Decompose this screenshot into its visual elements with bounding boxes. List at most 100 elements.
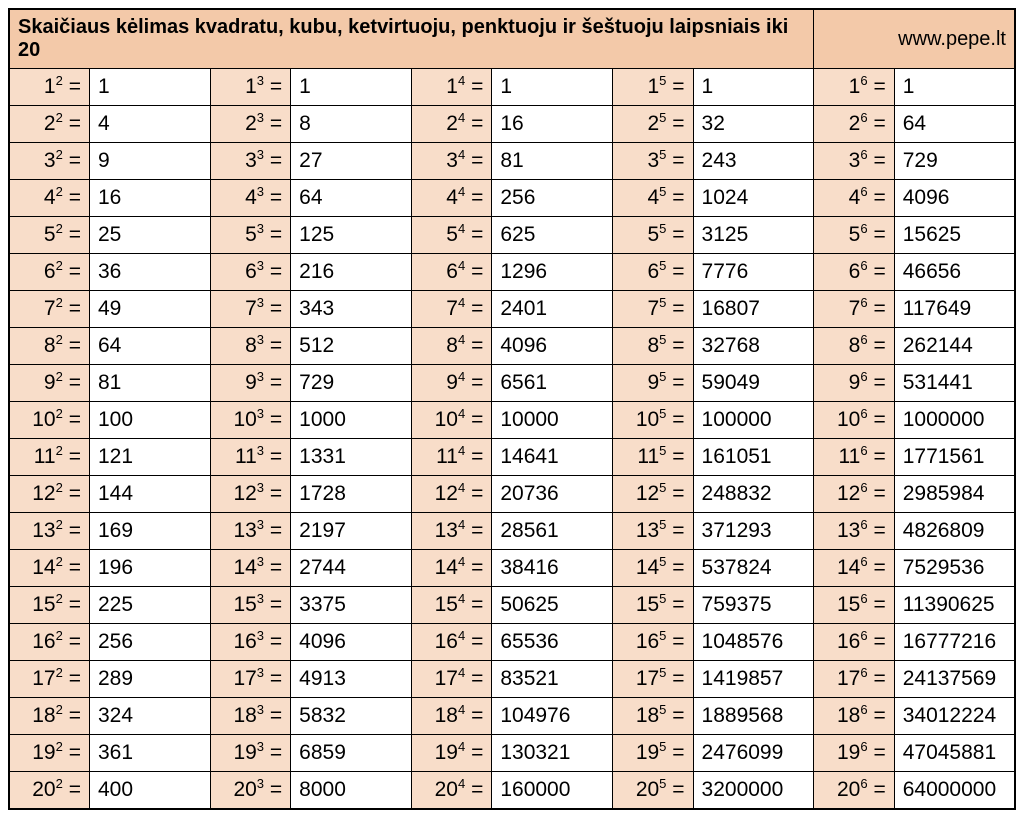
power-value: 6859 bbox=[291, 735, 412, 772]
power-label: 83 = bbox=[210, 328, 290, 365]
table-row: 42 =1643 =6444 =25645 =102446 =4096 bbox=[9, 180, 1015, 217]
power-value: 2401 bbox=[492, 291, 613, 328]
power-value: 256 bbox=[492, 180, 613, 217]
power-value: 1 bbox=[492, 69, 613, 106]
power-label: 113 = bbox=[210, 439, 290, 476]
power-label: 173 = bbox=[210, 661, 290, 698]
table-row: 172 =289173 =4913174 =83521175 =14198571… bbox=[9, 661, 1015, 698]
power-label: 42 = bbox=[9, 180, 89, 217]
power-value: 1 bbox=[89, 69, 210, 106]
power-label: 163 = bbox=[210, 624, 290, 661]
power-label: 133 = bbox=[210, 513, 290, 550]
power-value: 1024 bbox=[693, 180, 814, 217]
power-value: 16 bbox=[89, 180, 210, 217]
power-value: 2476099 bbox=[693, 735, 814, 772]
power-label: 185 = bbox=[613, 698, 693, 735]
table-row: 32 =933 =2734 =8135 =24336 =729 bbox=[9, 143, 1015, 180]
power-value: 50625 bbox=[492, 587, 613, 624]
table-title: Skaičiaus kėlimas kvadratu, kubu, ketvir… bbox=[9, 9, 814, 69]
power-label: 26 = bbox=[814, 106, 894, 143]
power-label: 172 = bbox=[9, 661, 89, 698]
power-value: 5832 bbox=[291, 698, 412, 735]
power-label: 114 = bbox=[411, 439, 491, 476]
power-label: 32 = bbox=[9, 143, 89, 180]
power-value: 4826809 bbox=[894, 513, 1015, 550]
power-value: 759375 bbox=[693, 587, 814, 624]
power-value: 15625 bbox=[894, 217, 1015, 254]
power-label: 103 = bbox=[210, 402, 290, 439]
power-value: 1000 bbox=[291, 402, 412, 439]
power-value: 531441 bbox=[894, 365, 1015, 402]
table-row: 152 =225153 =3375154 =50625155 =75937515… bbox=[9, 587, 1015, 624]
power-value: 1 bbox=[693, 69, 814, 106]
power-label: 54 = bbox=[411, 217, 491, 254]
power-value: 36 bbox=[89, 254, 210, 291]
power-label: 153 = bbox=[210, 587, 290, 624]
power-value: 130321 bbox=[492, 735, 613, 772]
power-value: 81 bbox=[89, 365, 210, 402]
power-value: 4 bbox=[89, 106, 210, 143]
power-label: 192 = bbox=[9, 735, 89, 772]
table-row: 182 =324183 =5832184 =104976185 =1889568… bbox=[9, 698, 1015, 735]
power-label: 14 = bbox=[411, 69, 491, 106]
power-label: 12 = bbox=[9, 69, 89, 106]
power-value: 83521 bbox=[492, 661, 613, 698]
power-label: 125 = bbox=[613, 476, 693, 513]
power-value: 3375 bbox=[291, 587, 412, 624]
power-value: 729 bbox=[291, 365, 412, 402]
power-value: 343 bbox=[291, 291, 412, 328]
power-value: 10000 bbox=[492, 402, 613, 439]
power-value: 512 bbox=[291, 328, 412, 365]
power-value: 121 bbox=[89, 439, 210, 476]
power-value: 729 bbox=[894, 143, 1015, 180]
power-label: 155 = bbox=[613, 587, 693, 624]
power-label: 46 = bbox=[814, 180, 894, 217]
power-value: 20736 bbox=[492, 476, 613, 513]
power-value: 4913 bbox=[291, 661, 412, 698]
power-value: 160000 bbox=[492, 772, 613, 810]
power-label: 176 = bbox=[814, 661, 894, 698]
power-label: 115 = bbox=[613, 439, 693, 476]
table-row: 202 =400203 =8000204 =160000205 =3200000… bbox=[9, 772, 1015, 810]
power-value: 4096 bbox=[492, 328, 613, 365]
power-label: 34 = bbox=[411, 143, 491, 180]
power-label: 52 = bbox=[9, 217, 89, 254]
power-label: 64 = bbox=[411, 254, 491, 291]
power-value: 1889568 bbox=[693, 698, 814, 735]
power-value: 537824 bbox=[693, 550, 814, 587]
power-label: 193 = bbox=[210, 735, 290, 772]
power-value: 11390625 bbox=[894, 587, 1015, 624]
power-label: 196 = bbox=[814, 735, 894, 772]
power-label: 142 = bbox=[9, 550, 89, 587]
power-value: 8 bbox=[291, 106, 412, 143]
power-value: 3200000 bbox=[693, 772, 814, 810]
table-row: 142 =196143 =2744144 =38416145 =53782414… bbox=[9, 550, 1015, 587]
power-label: 183 = bbox=[210, 698, 290, 735]
power-label: 22 = bbox=[9, 106, 89, 143]
power-label: 56 = bbox=[814, 217, 894, 254]
power-label: 135 = bbox=[613, 513, 693, 550]
power-value: 14641 bbox=[492, 439, 613, 476]
power-value: 16 bbox=[492, 106, 613, 143]
power-value: 371293 bbox=[693, 513, 814, 550]
power-value: 361 bbox=[89, 735, 210, 772]
power-label: 206 = bbox=[814, 772, 894, 810]
power-value: 169 bbox=[89, 513, 210, 550]
power-label: 76 = bbox=[814, 291, 894, 328]
power-label: 112 = bbox=[9, 439, 89, 476]
power-label: 143 = bbox=[210, 550, 290, 587]
power-value: 64 bbox=[291, 180, 412, 217]
power-value: 32768 bbox=[693, 328, 814, 365]
table-row: 132 =169133 =2197134 =28561135 =37129313… bbox=[9, 513, 1015, 550]
power-value: 38416 bbox=[492, 550, 613, 587]
site-label: www.pepe.lt bbox=[814, 9, 1015, 69]
power-label: 116 = bbox=[814, 439, 894, 476]
power-value: 248832 bbox=[693, 476, 814, 513]
power-label: 45 = bbox=[613, 180, 693, 217]
power-label: 132 = bbox=[9, 513, 89, 550]
powers-table: Skaičiaus kėlimas kvadratu, kubu, ketvir… bbox=[8, 8, 1016, 810]
power-label: 55 = bbox=[613, 217, 693, 254]
power-value: 125 bbox=[291, 217, 412, 254]
power-value: 289 bbox=[89, 661, 210, 698]
power-value: 6561 bbox=[492, 365, 613, 402]
